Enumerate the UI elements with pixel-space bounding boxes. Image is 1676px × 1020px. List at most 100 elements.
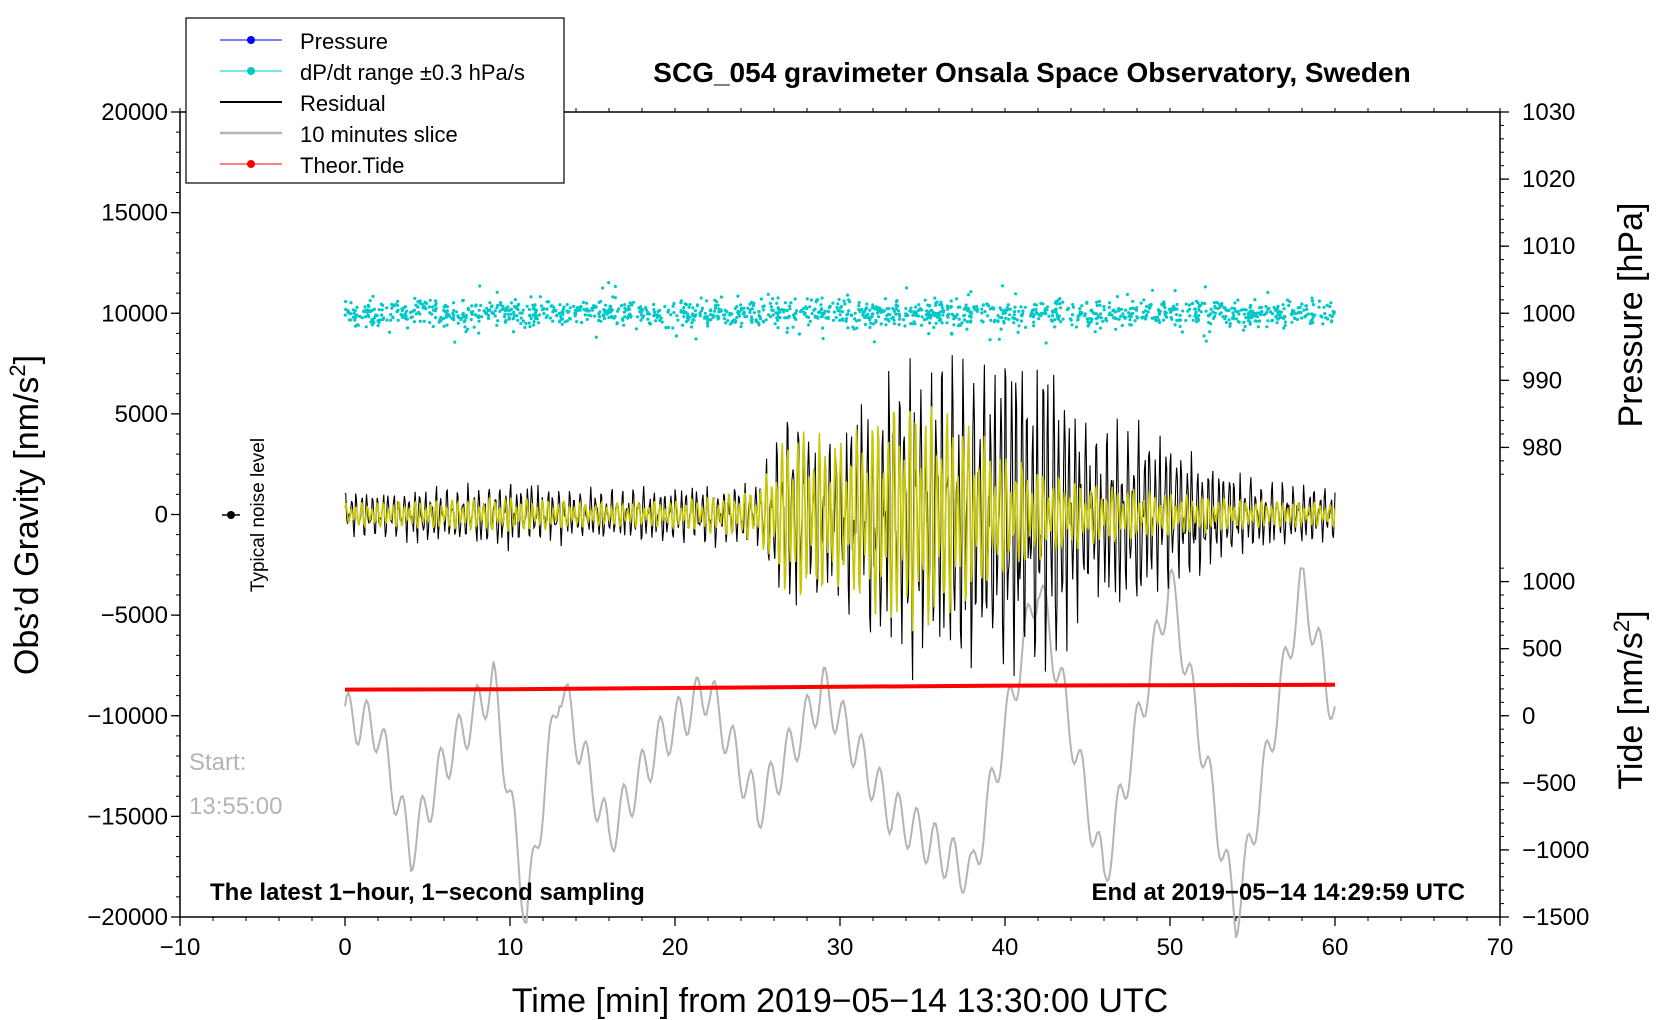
dpdt-point — [1029, 314, 1033, 318]
dpdt-point — [928, 321, 932, 325]
dpdt-point — [1258, 311, 1262, 315]
dpdt-point — [1099, 316, 1103, 320]
pressure-tick-label: 1030 — [1522, 99, 1575, 126]
dpdt-point — [1032, 320, 1036, 324]
dpdt-point — [431, 324, 435, 329]
dpdt-point — [759, 297, 764, 301]
dpdt-point — [1050, 314, 1055, 318]
dpdt-point — [581, 300, 586, 304]
dpdt-point — [739, 306, 744, 310]
dpdt-point — [364, 325, 368, 329]
dpdt-point — [456, 314, 460, 318]
dpdt-point — [808, 305, 812, 309]
dpdt-point — [1296, 311, 1300, 315]
dpdt-point — [1244, 308, 1248, 312]
dpdt-point — [613, 296, 618, 300]
dpdt-point — [1275, 316, 1279, 320]
dpdt-point — [418, 319, 422, 323]
legend-marker-dpdt — [247, 67, 255, 75]
dpdt-point — [1056, 316, 1060, 321]
dpdt-point — [964, 306, 968, 310]
dpdt-point — [412, 320, 416, 324]
dpdt-point — [652, 308, 656, 312]
dpdt-point — [561, 309, 565, 314]
dpdt-point — [369, 320, 373, 324]
dpdt-point — [1095, 300, 1099, 304]
dpdt-point — [866, 312, 870, 316]
dpdt-point — [1061, 317, 1065, 321]
legend-entry-tide: Theor.Tide — [220, 153, 404, 178]
dpdt-point — [423, 305, 427, 309]
dpdt-point — [948, 305, 953, 309]
dpdt-point — [565, 319, 570, 323]
dpdt-point — [488, 301, 492, 305]
dpdt-point — [822, 311, 826, 315]
legend-entry-dpdt: dP/dt range ±0.3 hPa/s — [220, 60, 525, 85]
dpdt-point — [732, 318, 736, 322]
dpdt-point — [646, 310, 650, 315]
dpdt-point — [1290, 313, 1294, 317]
dpdt-point — [1051, 310, 1055, 314]
dpdt-point — [658, 308, 662, 312]
dpdt-point — [652, 310, 657, 314]
dpdt-point — [1255, 319, 1259, 323]
dpdt-point — [387, 330, 392, 334]
dpdt-point — [916, 309, 920, 313]
dpdt-point — [482, 309, 486, 313]
dpdt-point — [1325, 303, 1329, 307]
dpdt-point — [1013, 310, 1017, 314]
dpdt-point — [441, 317, 446, 321]
dpdt-point — [1236, 320, 1240, 324]
dpdt-point — [565, 309, 569, 313]
gravity-tick-label: 15000 — [101, 200, 168, 227]
dpdt-point — [396, 299, 400, 303]
dpdt-point — [748, 308, 752, 312]
dpdt-point — [537, 313, 542, 317]
x-tick-label: 20 — [662, 934, 689, 961]
dpdt-point — [1299, 310, 1303, 314]
dpdt-point — [1070, 323, 1074, 327]
x-tick-label: −10 — [160, 934, 201, 961]
dpdt-point — [608, 304, 613, 308]
dpdt-point — [1021, 309, 1025, 313]
dpdt-point — [414, 312, 418, 316]
pressure-tick-label: 980 — [1522, 434, 1562, 461]
dpdt-point — [926, 315, 930, 320]
dpdt-point — [439, 315, 443, 319]
dpdt-point — [400, 308, 404, 313]
dpdt-point — [682, 306, 686, 310]
dpdt-point — [919, 323, 924, 327]
dpdt-point — [1150, 288, 1155, 292]
dpdt-point — [1172, 308, 1176, 312]
dpdt-point — [752, 311, 757, 315]
dpdt-point — [444, 315, 448, 319]
dpdt-point — [761, 308, 765, 312]
dpdt-point — [754, 318, 758, 322]
dpdt-point — [469, 310, 473, 314]
dpdt-point — [1244, 316, 1248, 320]
dpdt-point — [785, 308, 789, 313]
dpdt-point — [706, 324, 710, 328]
dpdt-point — [1228, 322, 1232, 326]
dpdt-point — [506, 312, 510, 316]
dpdt-point — [946, 307, 950, 311]
dpdt-point — [1184, 302, 1188, 306]
dpdt-point — [1311, 312, 1315, 316]
dpdt-point — [1332, 312, 1336, 316]
dpdt-point — [611, 295, 615, 299]
start-label: Start: — [189, 749, 246, 776]
dpdt-point — [573, 308, 578, 312]
dpdt-point — [1275, 309, 1279, 314]
dpdt-point — [1117, 317, 1121, 321]
dpdt-point — [1303, 315, 1307, 319]
dpdt-point — [788, 304, 792, 308]
dpdt-point — [746, 306, 750, 310]
dpdt-point — [757, 321, 761, 325]
dpdt-point — [664, 326, 668, 330]
dpdt-point — [1104, 318, 1108, 322]
dpdt-point — [1193, 314, 1197, 318]
dpdt-point — [1190, 302, 1194, 306]
dpdt-point — [965, 320, 970, 324]
dpdt-point — [599, 319, 603, 323]
dpdt-point — [404, 317, 408, 321]
